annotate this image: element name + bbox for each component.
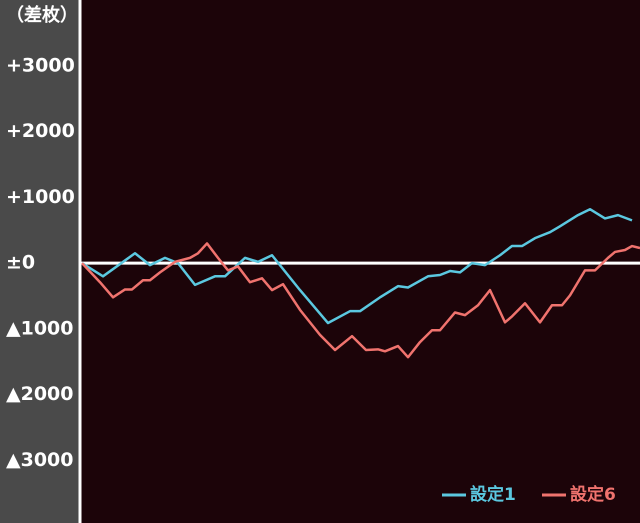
y-tick-label: +3000 <box>6 54 75 76</box>
y-axis-label: （差枚） <box>6 4 78 26</box>
legend-label: 設定1 <box>470 484 516 505</box>
y-tick-label: ±0 <box>6 252 35 274</box>
plot-area <box>80 0 640 523</box>
y-tick-label: ▲3000 <box>6 449 74 471</box>
y-tick-label: ▲2000 <box>6 383 74 405</box>
series-line <box>81 242 640 359</box>
series-line <box>81 207 633 325</box>
legend-label: 設定6 <box>570 484 616 505</box>
y-tick-label: ▲1000 <box>6 317 74 339</box>
y-tick-label: +2000 <box>6 120 75 142</box>
y-tick-label: +1000 <box>6 186 75 208</box>
